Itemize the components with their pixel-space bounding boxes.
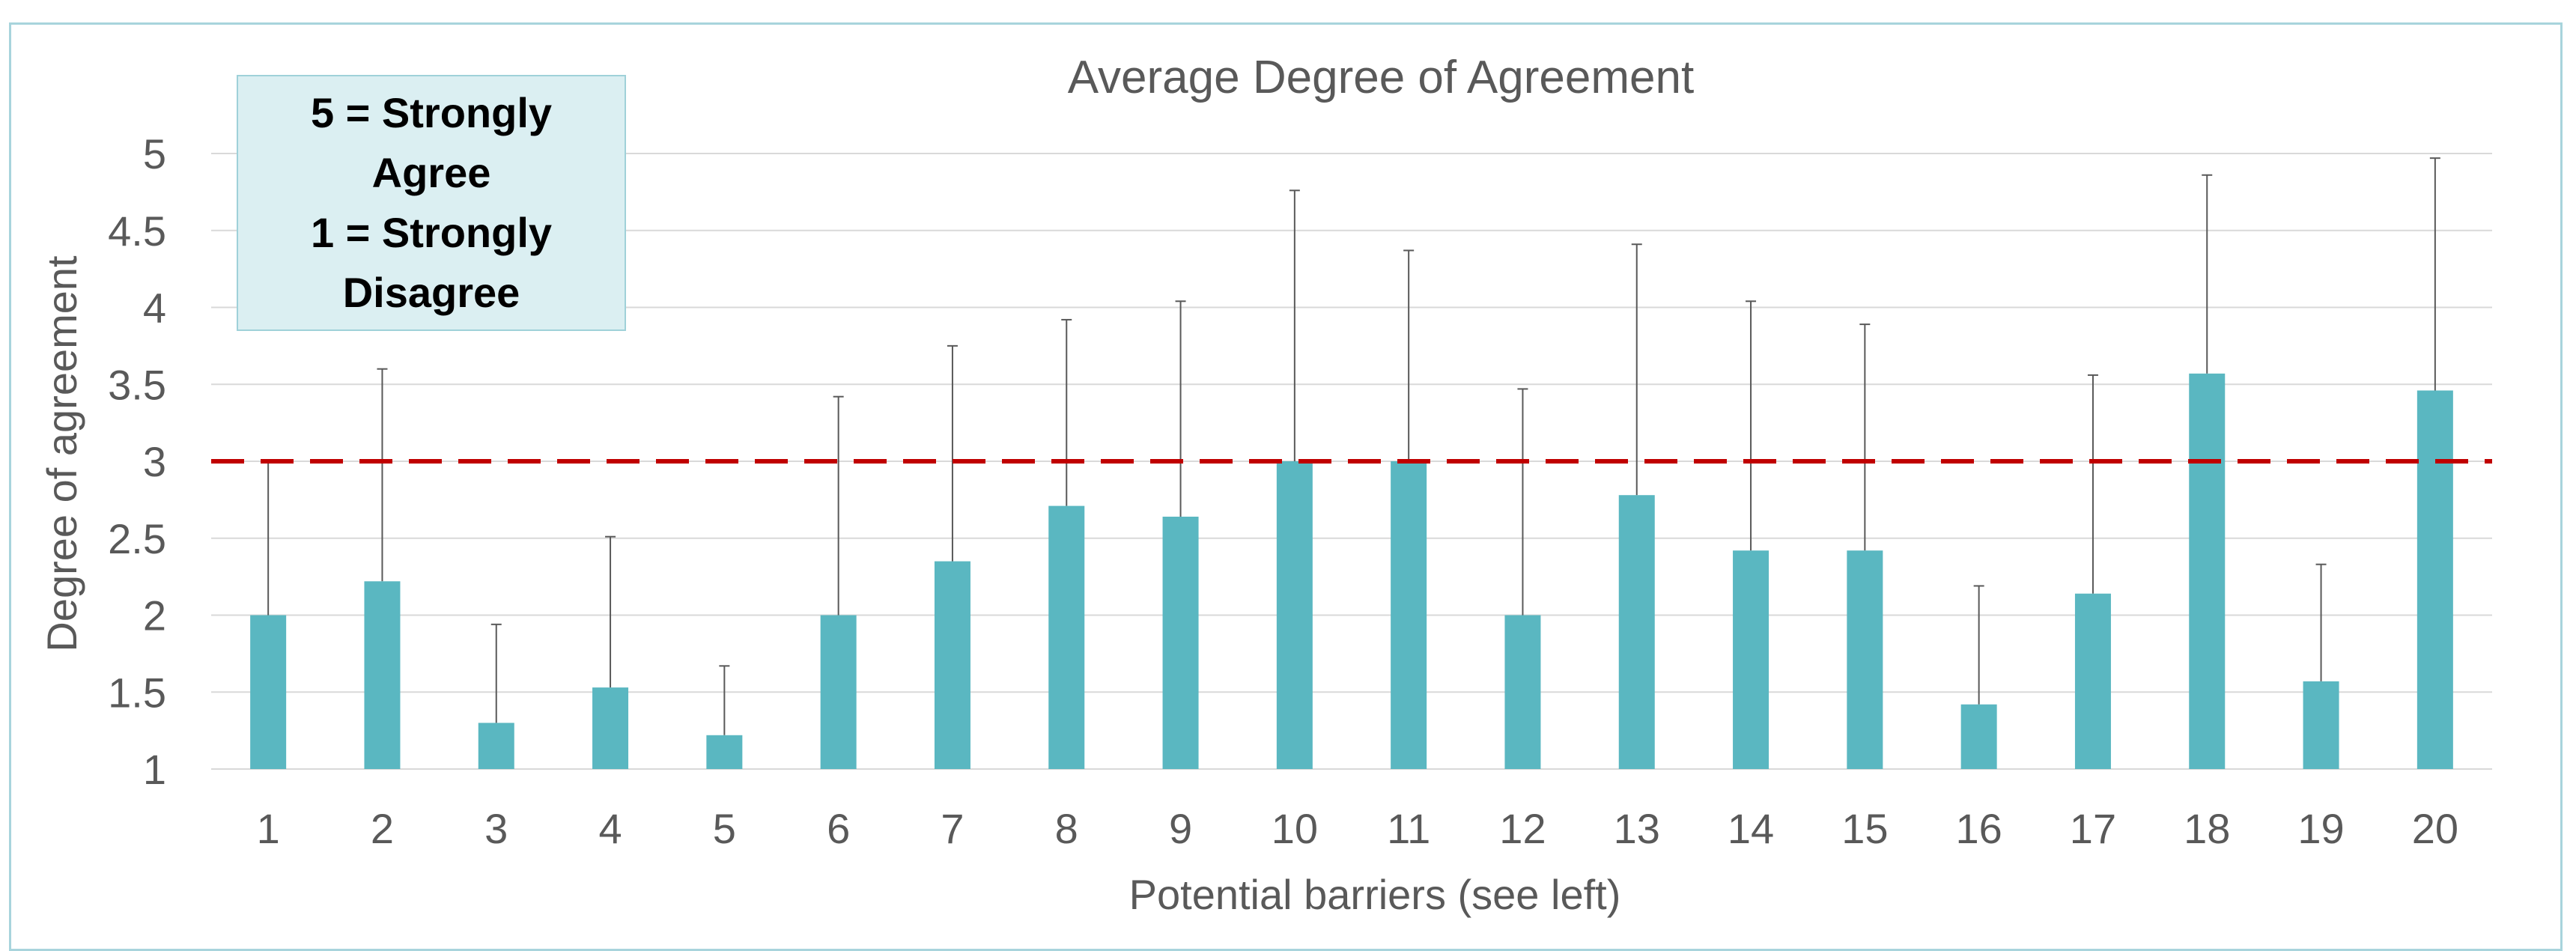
bar	[2303, 681, 2339, 769]
y-tick-label: 1	[143, 746, 166, 793]
x-tick-label: 13	[1614, 805, 1660, 852]
x-tick-label: 1	[257, 805, 280, 852]
x-tick-label: 5	[713, 805, 736, 852]
y-tick-label: 3.5	[108, 361, 166, 408]
x-tick-label: 14	[1728, 805, 1774, 852]
x-tick-label: 11	[1387, 805, 1430, 852]
x-tick-label: 12	[1499, 805, 1546, 852]
bar	[1162, 516, 1199, 769]
x-axis-label: Potential barriers (see left)	[1129, 871, 1621, 918]
x-tick-label: 3	[484, 805, 508, 852]
chart-title: Average Degree of Agreement	[1068, 52, 1694, 103]
x-tick-label: 2	[371, 805, 394, 852]
y-tick-label: 4.5	[108, 207, 166, 255]
y-tick-label: 4	[143, 285, 166, 332]
x-tick-label: 4	[598, 805, 622, 852]
scale-note-box: 5 = Strongly Agree 1 = Strongly Disagree	[237, 75, 626, 331]
x-tick-label: 17	[2070, 805, 2116, 852]
bar	[1048, 505, 1085, 769]
x-tick-label: 9	[1169, 805, 1192, 852]
scale-note-line: 1 = Strongly	[310, 209, 553, 256]
bar	[2416, 390, 2453, 769]
scale-note-line: 5 = Strongly	[310, 89, 553, 136]
bar	[364, 581, 401, 769]
scale-note-line: Disagree	[342, 269, 520, 316]
bar	[1960, 704, 1997, 769]
bar	[1504, 615, 1541, 769]
bar	[1391, 461, 1427, 769]
x-tick-label: 15	[1841, 805, 1888, 852]
y-tick-label: 1.5	[108, 669, 166, 716]
bars	[250, 373, 2453, 769]
bar	[1733, 550, 1770, 769]
y-tick-label: 2.5	[108, 515, 166, 562]
x-tick-label: 10	[1272, 805, 1318, 852]
x-tick-label: 19	[2297, 805, 2344, 852]
bar	[478, 723, 514, 769]
bar	[2189, 373, 2226, 769]
y-tick-labels: 1 1.5 2 2.5 3 3.5 4 4.5 5	[108, 130, 166, 793]
y-tick-label: 2	[143, 592, 166, 639]
bar	[820, 615, 857, 769]
y-tick-label: 5	[143, 130, 166, 177]
y-axis-label: Degree of agreement	[38, 255, 85, 652]
x-tick-label: 18	[2184, 805, 2230, 852]
bar	[1847, 550, 1883, 769]
y-tick-label: 3	[143, 438, 166, 485]
bar	[250, 615, 287, 769]
bar	[1618, 495, 1655, 769]
error-bars	[263, 157, 2440, 735]
scale-note-line: Agree	[371, 149, 491, 196]
x-tick-label: 16	[1956, 805, 2002, 852]
bar	[592, 687, 629, 769]
x-tick-labels: 1 2 3 4 5 6 7 8 9 10 11 12 13 14 15 16 17 18 19 20	[257, 805, 2458, 852]
scale-note-text: 5 = Strongly Agree 1 = Strongly Disagree	[311, 83, 552, 323]
x-tick-label: 20	[2412, 805, 2458, 852]
bar	[934, 561, 970, 769]
bar	[706, 735, 743, 769]
x-tick-label: 7	[941, 805, 964, 852]
x-tick-label: 6	[827, 805, 850, 852]
x-tick-label: 8	[1055, 805, 1078, 852]
bar	[1276, 461, 1313, 769]
bar	[2074, 593, 2111, 769]
